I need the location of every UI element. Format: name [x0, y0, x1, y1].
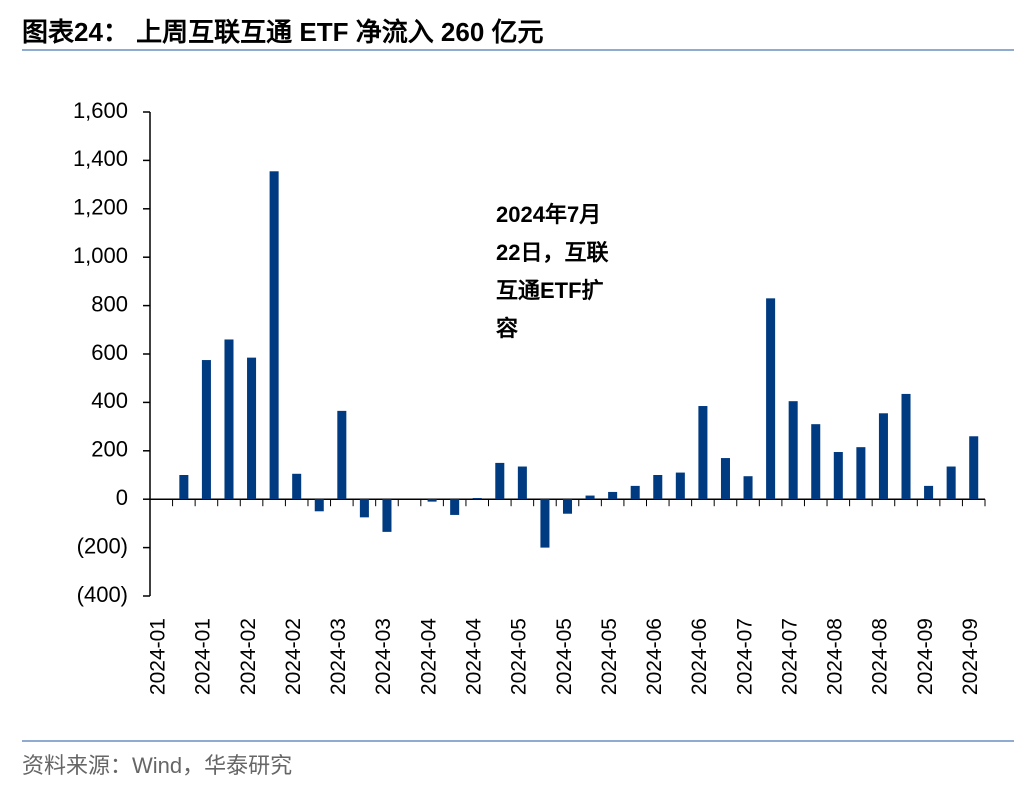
y-tick-label: 1,400 [73, 146, 128, 171]
bar [788, 401, 798, 500]
bar [608, 491, 618, 500]
x-tick-label: 2024-07 [733, 618, 756, 695]
bar [946, 466, 956, 500]
y-tick-label: 1,000 [73, 243, 128, 268]
x-tick-label: 2024-05 [508, 618, 531, 695]
chart-title: 图表24： 上周互联互通 ETF 净流入 260 亿元 [22, 17, 544, 47]
bar [495, 462, 505, 500]
annotation-line: 互通ETF扩 [496, 278, 604, 303]
bar [924, 485, 934, 500]
bar [878, 413, 888, 500]
bar [653, 475, 663, 500]
y-tick-label: 1,600 [73, 98, 128, 123]
y-tick-label: (400) [77, 582, 128, 607]
bar [811, 424, 821, 500]
x-tick-label: 2024-05 [598, 618, 621, 695]
bar [450, 499, 460, 515]
bar [247, 357, 257, 500]
y-tick-label: 600 [91, 340, 128, 365]
x-tick-label: 2024-06 [688, 618, 711, 695]
bar [562, 499, 573, 514]
y-tick-label: 800 [91, 291, 128, 316]
bar [382, 499, 392, 532]
y-tick-label: 400 [91, 388, 128, 413]
x-tick-label: 2024-06 [643, 618, 666, 695]
annotation-line: 容 [496, 316, 518, 341]
x-tick-label: 2024-08 [869, 618, 892, 695]
bar [698, 406, 708, 500]
x-tick-label: 2024-01 [192, 618, 215, 695]
y-tick-label: (200) [77, 533, 128, 558]
x-tick-label: 2024-09 [914, 618, 937, 695]
y-tick-label: 0 [116, 485, 128, 510]
bar [743, 476, 753, 500]
x-tick-label: 2024-01 [147, 618, 170, 695]
x-tick-label: 2024-02 [237, 618, 260, 695]
bar [969, 436, 979, 500]
bar [314, 499, 324, 512]
bar [472, 497, 482, 500]
bar [675, 472, 685, 500]
bar [833, 452, 843, 500]
x-tick-label: 2024-04 [417, 618, 440, 695]
bar [901, 393, 911, 500]
bar [856, 447, 866, 500]
bar [766, 298, 776, 500]
bar [337, 410, 347, 500]
x-tick-label: 2024-07 [778, 618, 801, 695]
bar [517, 466, 527, 500]
bar [720, 458, 730, 500]
x-tick-label: 2024-02 [282, 618, 305, 695]
x-tick-label: 2024-04 [463, 618, 486, 695]
y-tick-label: 1,200 [73, 195, 128, 220]
y-tick-label: 200 [91, 437, 128, 462]
bar [630, 485, 640, 500]
bar [179, 475, 189, 500]
x-tick-label: 2024-05 [553, 618, 576, 695]
annotation-line: 2024年7月 [496, 202, 601, 227]
bar [201, 360, 211, 500]
bar [269, 171, 279, 500]
bar [359, 499, 369, 518]
bar [540, 499, 550, 548]
annotation-line: 22日，互联 [496, 240, 608, 265]
x-tick-label: 2024-08 [824, 618, 847, 695]
bar [585, 495, 595, 500]
x-tick-label: 2024-03 [327, 618, 350, 695]
bar [427, 499, 437, 502]
x-tick-label: 2024-09 [959, 618, 982, 695]
source: 资料来源：Wind，华泰研究 [22, 753, 292, 778]
bar [292, 473, 302, 500]
bar [224, 339, 234, 500]
x-tick-label: 2024-03 [372, 618, 395, 695]
